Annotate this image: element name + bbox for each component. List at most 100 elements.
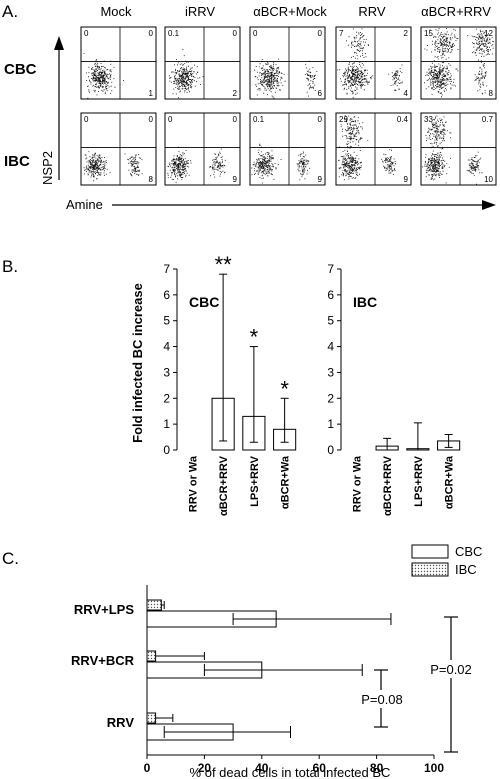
flow-plot-ibc-abcr-rrv: 33 0.7 10 (420, 112, 497, 186)
panel-label-b: B. (2, 257, 18, 276)
significance-marker: ** (215, 252, 233, 277)
y-tick-label: 5 (163, 314, 170, 328)
quadrant-value-lower-right: 1 (149, 89, 154, 98)
y-tick-label: 1 (163, 417, 170, 431)
nsp2-axis-label: NSP2 (40, 151, 55, 185)
x-tick-label: LPS+RRV (249, 455, 261, 507)
bracket-label-bg (424, 660, 478, 678)
x-tick-label: 20 (198, 761, 212, 775)
flow-plot-ibc-rrv: 29 0.49 (335, 112, 412, 186)
x-tick-label: 100 (424, 761, 444, 775)
p-value-annotation: P=0.02 (430, 662, 472, 677)
quadrant-value-lower-right: 2 (233, 89, 238, 98)
column-label-irrv: iRRV (185, 4, 215, 19)
y-tick-label: 7 (327, 262, 334, 276)
quadrant-value-lower-right: 9 (233, 175, 238, 184)
quadrant-value-upper-left: 29 (339, 115, 348, 124)
quadrant-value-upper-right: 0 (149, 29, 154, 38)
flow-plot-cbc-rrv: 7 2 4 (335, 26, 412, 100)
column-label-abcr-mock: αBCR+Mock (253, 4, 327, 19)
panel-b-y-axis-label: Fold infected BC increase (130, 283, 145, 443)
quadrant-value-lower-right: 9 (404, 175, 409, 184)
plot-frame (164, 26, 241, 100)
x-tick-label: 0 (144, 761, 151, 775)
x-tick-label: RRV or Wa (351, 455, 363, 512)
nsp2-axis-arrow (54, 36, 64, 180)
event-dots (337, 28, 403, 99)
column-label-mock: Mock (100, 4, 132, 19)
y-tick-label: 0 (163, 443, 170, 457)
quadrant-value-upper-right: 0.7 (482, 115, 494, 124)
flow-plot-ibc-irrv: 0 0 9 (164, 112, 241, 186)
y-tick-label: 6 (327, 288, 334, 302)
row-label-cbc: CBC (4, 61, 37, 78)
quadrant-value-upper-left: 0 (84, 115, 89, 124)
quadrant-value-upper-right: 0 (233, 29, 238, 38)
quadrant-value-upper-right: 0 (149, 115, 154, 124)
flow-plot-cbc-abcr-rrv: 15 12 8 (420, 26, 497, 100)
event-dots (83, 52, 124, 99)
plot-frame (164, 112, 241, 186)
quadrant-value-upper-left: 0.1 (168, 29, 180, 38)
significance-marker: * (250, 325, 259, 350)
p-value-annotation: P=0.08 (361, 692, 403, 707)
quadrant-value-upper-left: 0.1 (253, 115, 265, 124)
x-tick-label: αBCR+RRV (218, 455, 230, 516)
quadrant-value-lower-right: 4 (404, 89, 409, 98)
legend-swatch-ibc (411, 562, 449, 577)
x-tick-label: RRV or Wa (187, 455, 199, 512)
bracket-label-bg (355, 690, 409, 708)
category-label: RRV+BCR (71, 653, 135, 668)
event-dots (424, 28, 495, 98)
bar-ibc (146, 650, 157, 662)
event-dots (251, 143, 311, 184)
quadrant-value-lower-right: 8 (149, 175, 154, 184)
x-tick-label: 40 (255, 761, 269, 775)
bar-ibc (146, 712, 157, 724)
category-label: RRV+LPS (74, 602, 134, 617)
y-tick-label: 4 (163, 340, 170, 354)
y-tick-label: 2 (163, 391, 170, 405)
quadrant-value-upper-left: 0 (168, 115, 173, 124)
legend: CBC IBC (411, 544, 482, 577)
event-dots (83, 151, 143, 182)
quadrant-value-upper-right: 0.4 (397, 115, 409, 124)
quadrant-value-upper-left: 7 (339, 29, 344, 38)
y-tick-label: 3 (163, 365, 170, 379)
quadrant-value-upper-left: 0 (84, 29, 89, 38)
plot-frame (80, 112, 157, 186)
amine-axis-arrow (112, 200, 496, 210)
quadrant-value-upper-right: 2 (404, 29, 409, 38)
x-tick-label: 80 (370, 761, 384, 775)
column-label-abcr-rrv: αBCR+RRV (421, 4, 491, 19)
chart-title: CBC (189, 294, 219, 310)
x-tick-label: αBCR+RRV (382, 455, 394, 516)
quadrant-value-lower-right: 9 (318, 175, 323, 184)
plot-frame (80, 26, 157, 100)
quadrant-value-lower-right: 6 (318, 89, 323, 98)
event-dots (168, 49, 204, 99)
column-label-rrv: RRV (358, 4, 386, 19)
plot-frame (249, 112, 326, 186)
chart-title: IBC (353, 294, 377, 310)
quadrant-value-upper-right: 0 (318, 115, 323, 124)
flow-plot-cbc-abcr-mock: 0 0 6 (249, 26, 326, 100)
quadrant-value-upper-right: 0 (233, 115, 238, 124)
y-tick-label: 3 (327, 365, 334, 379)
amine-axis-label: Amine (66, 197, 103, 212)
row-label-ibc: IBC (4, 153, 30, 170)
flow-plot-ibc-mock: 0 0 8 (80, 112, 157, 186)
flow-plot-cbc-irrv: 0.1 0 2 (164, 26, 241, 100)
plot-frame (335, 26, 412, 100)
flow-plot-ibc-abcr-mock: 0.1 0 9 (249, 112, 326, 186)
event-dots (338, 115, 396, 181)
panel-label-a: A. (2, 2, 18, 21)
event-dots (167, 146, 226, 183)
y-tick-label: 1 (327, 417, 334, 431)
y-tick-label: 2 (327, 391, 334, 405)
significance-bracket-p002: P=0.02 (424, 616, 478, 753)
significance-bracket-p008: P=0.08 (355, 669, 409, 728)
quadrant-value-upper-left: 33 (424, 115, 433, 124)
y-tick-label: 4 (327, 340, 334, 354)
